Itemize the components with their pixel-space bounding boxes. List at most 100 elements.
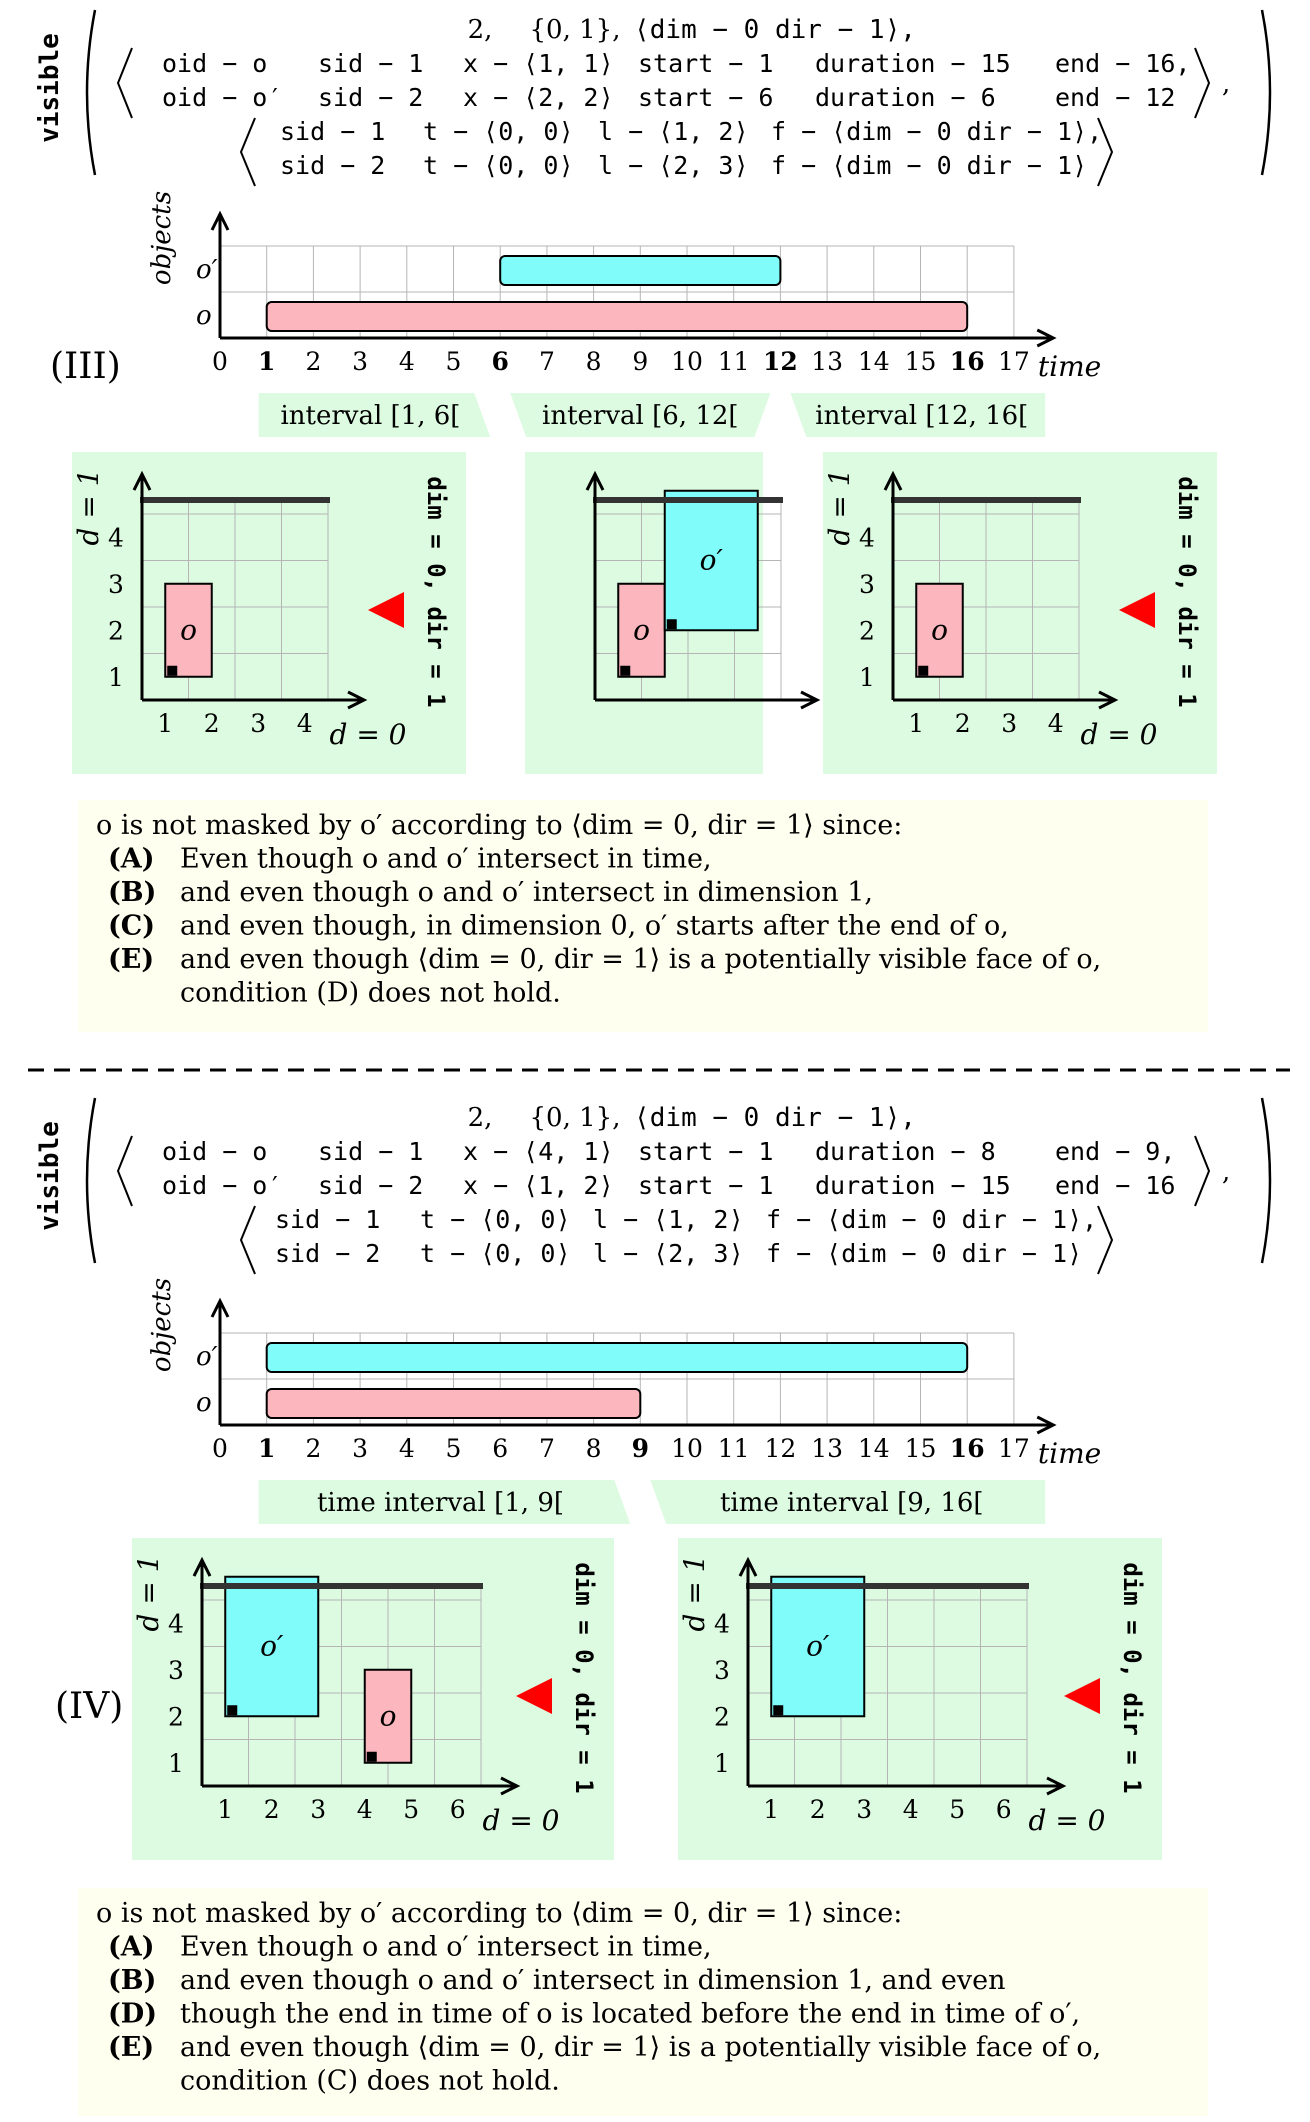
left-paren xyxy=(85,9,97,176)
time-tick-label: 14 xyxy=(858,347,890,376)
time-tick-label: 3 xyxy=(352,347,368,376)
object-attr-start: start − 6 xyxy=(638,83,773,112)
panel-label: (IV) xyxy=(55,1686,123,1727)
explanation-line: Even though o and o′ intersect in time, xyxy=(180,844,712,875)
timeline-row-label: o xyxy=(196,1388,212,1418)
object-attr-sid: sid − 1 xyxy=(318,49,423,78)
object-attr-oid: oid − o′ xyxy=(162,83,282,112)
grid-x-tick: 6 xyxy=(450,1795,466,1824)
face-side-label: dim = 0, dir = 1 xyxy=(1118,1562,1146,1793)
time-tick-label: 16 xyxy=(950,1434,985,1463)
shape-attr-l: l − ⟨1, 2⟩ xyxy=(593,1205,744,1234)
time-tick-label: 13 xyxy=(811,347,843,376)
y-axis-arrow xyxy=(192,1556,212,1577)
grid-x-tick: 3 xyxy=(310,1795,326,1824)
header-k: 2, xyxy=(468,1103,493,1133)
grid-y-tick: 4 xyxy=(859,523,875,552)
time-tick-label: 16 xyxy=(950,347,985,376)
object-rect-o_prime xyxy=(224,1575,320,1718)
x-axis-arrow xyxy=(1046,1776,1067,1796)
constraint-keyword: visible xyxy=(35,33,65,143)
time-tick-label: 0 xyxy=(212,347,228,376)
shape-attr-sid: sid − 2 xyxy=(275,1239,380,1268)
explanation-background xyxy=(78,800,1208,1032)
object-attr-duration: duration − 6 xyxy=(815,83,996,112)
explanation-tag: (C) xyxy=(108,911,155,942)
right-angle-bracket xyxy=(1194,1135,1211,1207)
object-attr-duration: duration − 15 xyxy=(815,1171,1011,1200)
object-rect-label: o xyxy=(633,613,650,646)
object-attr-oid: oid − o xyxy=(162,1137,267,1166)
object-attr-sid: sid − 2 xyxy=(318,1171,423,1200)
grid-y-tick: 4 xyxy=(714,1609,730,1638)
object-rect-label: o′ xyxy=(806,1630,830,1663)
grid-y-tick: 3 xyxy=(168,1656,184,1685)
face-side-label: dim = 0, dir = 1 xyxy=(570,1562,598,1793)
explanation-box: o is not masked by o′ according to ⟨dim … xyxy=(78,1888,1208,2116)
object-attr-duration: duration − 15 xyxy=(815,49,1011,78)
constraint-block: visible 2, {0, 1}, ⟨dim − 0 dir − 1⟩,, oid −… xyxy=(35,9,1272,187)
grid-x-tick: 1 xyxy=(763,1795,779,1824)
left-angle-bracket xyxy=(116,1135,133,1207)
grid-x-tick: 1 xyxy=(157,709,173,738)
shape-attr-l: l − ⟨2, 3⟩ xyxy=(598,151,749,180)
grid-y-tick: 2 xyxy=(108,616,124,645)
interval-label: time interval [9, 16[ xyxy=(720,1488,984,1518)
y-axis-arrow xyxy=(738,1556,758,1577)
object-attr-x: x − ⟨1, 1⟩ xyxy=(463,49,614,78)
timeline-bar-o xyxy=(265,1388,642,1419)
grid-x-tick: 4 xyxy=(1048,709,1064,738)
object-rect-o_prime xyxy=(770,1575,866,1718)
time-tick-label: 4 xyxy=(399,1434,415,1463)
explanation-line: and even though o and o′ intersect in di… xyxy=(180,1965,1006,1996)
shape-attr-l: l − ⟨2, 3⟩ xyxy=(593,1239,744,1268)
time-tick-label: 7 xyxy=(539,1434,555,1463)
grid-y-tick: 1 xyxy=(859,663,875,692)
grid-y-tick: 1 xyxy=(168,1749,184,1778)
grid-ylabel: d = 1 xyxy=(823,469,856,546)
time-tick-label: 12 xyxy=(764,1434,796,1463)
explanation-line: and even though ⟨dim = 0, dir = 1⟩ is a … xyxy=(180,944,1101,975)
left-paren xyxy=(85,1097,97,1264)
grid-y-tick: 4 xyxy=(168,1609,184,1638)
time-tick-label: 13 xyxy=(811,1434,843,1463)
explanation-line: though the end in time of o is located b… xyxy=(180,1999,1080,2030)
origin-marker xyxy=(773,1705,784,1716)
x-axis-arrow xyxy=(1036,328,1057,348)
explanation-intro: o is not masked by o′ according to ⟨dim … xyxy=(96,810,902,841)
timeline-xlabel: time xyxy=(1038,1437,1101,1470)
time-tick-label: 5 xyxy=(446,347,462,376)
placement-panel: o 1 2 3 4 1 2 3 4 d = 0 d = 1 dim = 0, dir = 1 xyxy=(823,452,1217,774)
direction-arrow-icon xyxy=(516,1678,552,1714)
right-angle-bracket xyxy=(1097,1205,1114,1275)
time-tick-label: 14 xyxy=(858,1434,890,1463)
interval-tab xyxy=(258,393,491,437)
time-tick-label: 4 xyxy=(399,347,415,376)
grid-x-tick: 3 xyxy=(856,1795,872,1824)
object-attr-sid: sid − 2 xyxy=(318,83,423,112)
timeline-bar-o xyxy=(265,301,969,332)
interval-tab xyxy=(790,393,1046,437)
x-axis-arrow xyxy=(347,690,368,710)
explanation-line: and even though, in dimension 0, o′ star… xyxy=(180,911,1009,942)
explanation-line: and even though ⟨dim = 0, dir = 1⟩ is a … xyxy=(180,2032,1101,2063)
time-tick-label: 11 xyxy=(718,347,750,376)
grid-x-tick: 6 xyxy=(996,1795,1012,1824)
shape-attr-l: l − ⟨1, 2⟩ xyxy=(598,117,749,146)
grid-y-tick: 3 xyxy=(108,570,124,599)
y-axis-arrow xyxy=(883,470,903,491)
x-axis-arrow xyxy=(1036,1415,1057,1435)
grid-ylabel: d = 1 xyxy=(678,1555,711,1632)
explanation-tag: (E) xyxy=(108,2032,154,2063)
face-side-label: dim = 0, dir = 1 xyxy=(422,476,450,707)
y-axis-arrow xyxy=(210,210,230,231)
time-tick-label: 6 xyxy=(492,1434,508,1463)
grid-x-tick: 1 xyxy=(217,1795,233,1824)
grid-y-tick: 2 xyxy=(714,1702,730,1731)
header-face: ⟨dim − 0 dir − 1⟩, xyxy=(634,1103,916,1133)
grid-xlabel: d = 0 xyxy=(1081,718,1158,751)
object-attr-duration: duration − 8 xyxy=(815,1137,996,1166)
right-angle-bracket xyxy=(1194,47,1211,119)
left-angle-bracket xyxy=(116,47,133,119)
